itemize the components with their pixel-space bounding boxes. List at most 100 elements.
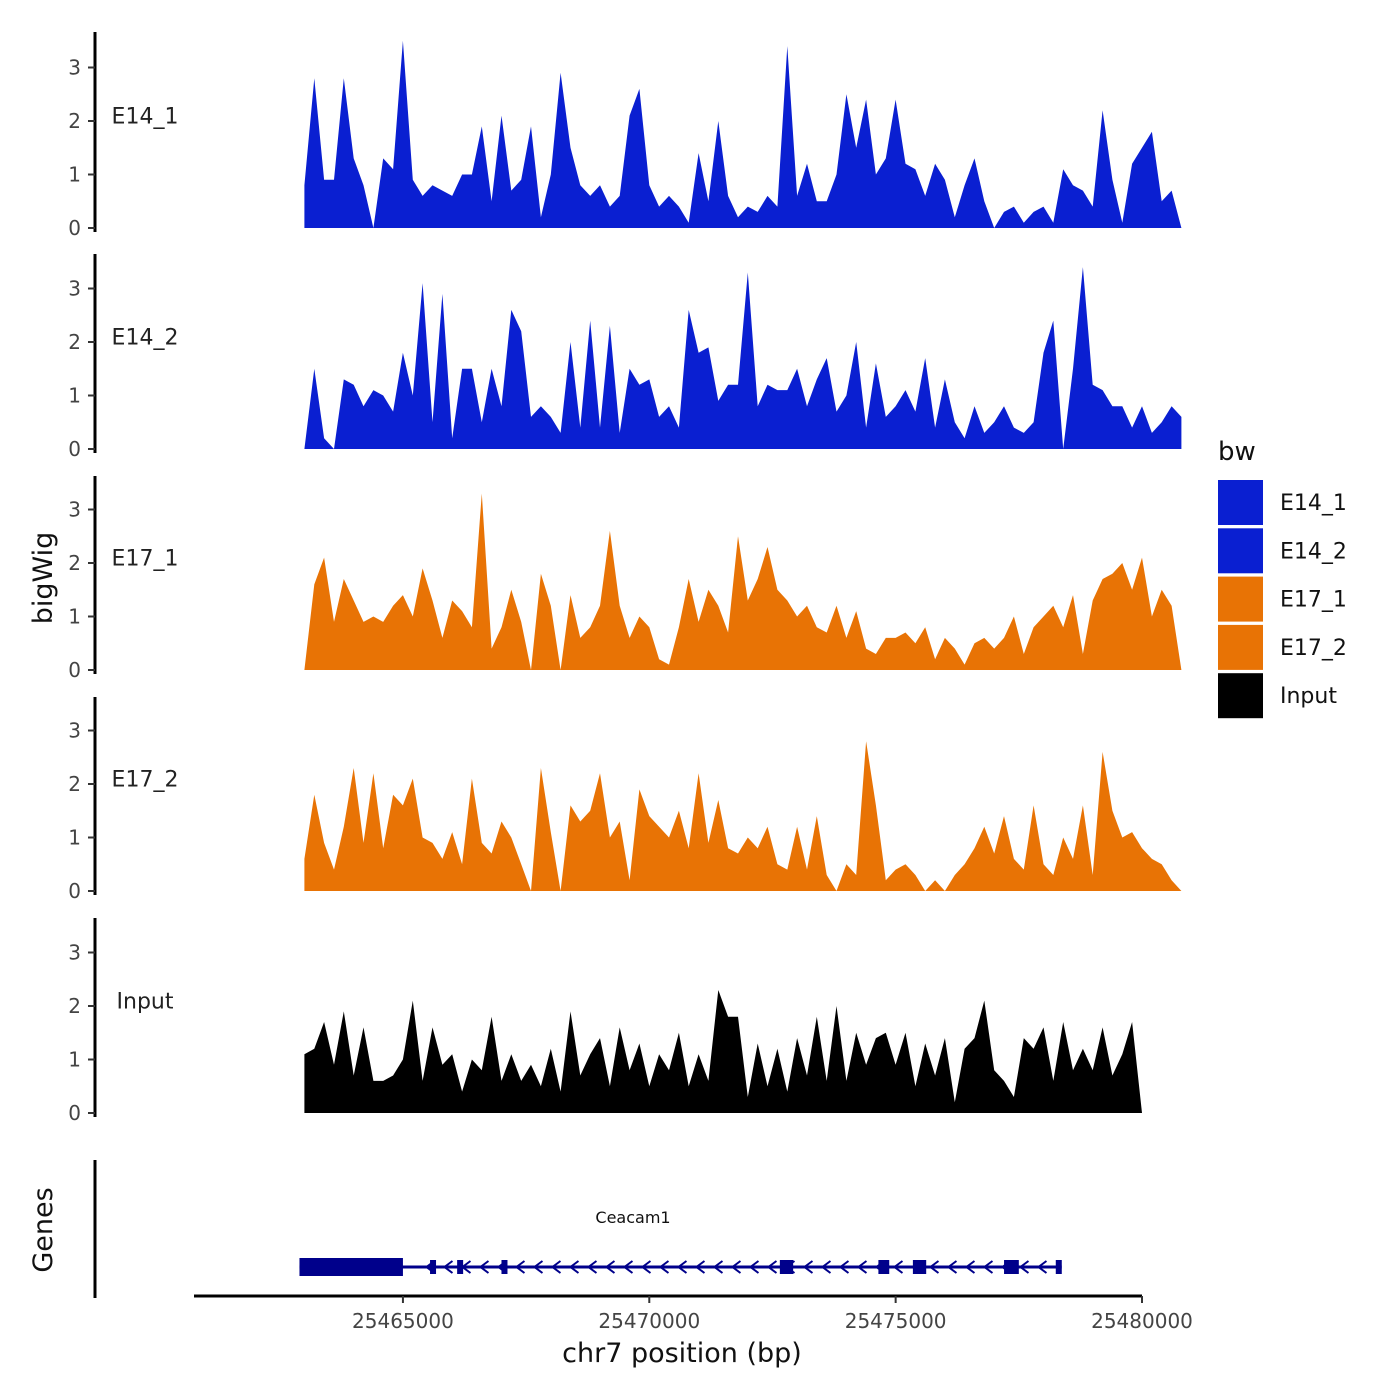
- gene-panel-title: Genes: [28, 1187, 59, 1272]
- y-axis-title: bigWig: [28, 532, 59, 625]
- strand-arrow: [568, 1260, 580, 1274]
- legend-swatch: [1218, 624, 1263, 670]
- legend-entry-Input: Input: [1218, 673, 1337, 719]
- legend-entry-E14_1: E14_1: [1218, 480, 1347, 525]
- legend-entry-E17_2: E17_2: [1218, 624, 1347, 670]
- strand-arrow: [694, 1260, 706, 1274]
- strand-arrow: [676, 1260, 688, 1274]
- exon: [299, 1258, 403, 1276]
- legend-label: E14_1: [1280, 491, 1347, 516]
- legend-swatch: [1218, 673, 1263, 719]
- track-label: E14_2: [112, 326, 179, 351]
- y-tick-label: 0: [68, 1101, 81, 1125]
- strand-arrow: [892, 1260, 904, 1274]
- y-tick-label: 3: [68, 277, 81, 301]
- legend-label: Input: [1280, 684, 1337, 709]
- strand-arrow: [640, 1260, 652, 1274]
- x-axis: 25465000 25470000 25475000 25480000: [194, 1294, 1193, 1333]
- legend-swatch: [1218, 576, 1263, 622]
- exon: [1055, 1260, 1062, 1274]
- strand-arrow: [550, 1260, 562, 1274]
- y-tick-label: 3: [68, 719, 81, 743]
- exon: [1004, 1260, 1019, 1274]
- x-tick-label: 25465000: [352, 1309, 454, 1333]
- y-tick-label: 2: [68, 994, 81, 1018]
- legend-label: E17_2: [1280, 636, 1347, 661]
- signal-area-E17_2: [304, 741, 1182, 891]
- signal-area-E14_2: [304, 267, 1182, 449]
- exon: [457, 1260, 464, 1274]
- track-E14_2: 0 1 2 3 E14_2: [68, 254, 1182, 461]
- exon: [912, 1260, 927, 1274]
- strand-arrow: [730, 1260, 742, 1274]
- exon: [878, 1260, 890, 1274]
- y-tick-label: 0: [68, 437, 81, 461]
- y-tick-label: 0: [68, 658, 81, 682]
- gene-label: Ceacam1: [595, 1208, 670, 1227]
- y-tick-label: 0: [68, 216, 81, 240]
- strand-arrow: [712, 1260, 724, 1274]
- y-tick-label: 1: [68, 605, 81, 629]
- exon: [779, 1260, 794, 1274]
- y-tick-label: 0: [68, 879, 81, 903]
- signal-area-E17_1: [304, 493, 1182, 670]
- y-tick-label: 1: [68, 826, 81, 850]
- y-tick-label: 3: [68, 56, 81, 80]
- strand-arrow: [622, 1260, 634, 1274]
- strand-arrow: [1018, 1260, 1030, 1274]
- y-tick-label: 3: [68, 941, 81, 965]
- strand-arrow: [946, 1260, 958, 1274]
- legend-label: E14_2: [1280, 539, 1347, 564]
- strand-arrow: [604, 1260, 616, 1274]
- track-label: E17_1: [112, 547, 179, 572]
- strand-arrow: [820, 1260, 832, 1274]
- legend-entry-E17_1: E17_1: [1218, 576, 1347, 622]
- legend-entries: E14_1 E14_2 E17_1 E17_2 Input: [1218, 480, 1347, 719]
- track-E17_1: 0 1 2 3 E17_1: [68, 476, 1182, 682]
- track-E14_1: 0 1 2 3 E14_1: [68, 32, 1182, 240]
- y-tick-label: 1: [68, 384, 81, 408]
- strand-arrow: [802, 1260, 814, 1274]
- legend-swatch: [1218, 528, 1263, 574]
- strand-arrow: [658, 1260, 670, 1274]
- y-tick-label: 1: [68, 1048, 81, 1072]
- legend-label: E17_1: [1280, 588, 1347, 613]
- strand-arrow: [1036, 1260, 1048, 1274]
- x-tick-label: 25470000: [598, 1309, 700, 1333]
- y-tick-label: 2: [68, 109, 81, 133]
- y-tick-label: 2: [68, 551, 81, 575]
- x-tick-label: 25480000: [1091, 1309, 1193, 1333]
- legend-entry-E14_2: E14_2: [1218, 528, 1347, 574]
- strand-arrow: [766, 1260, 778, 1274]
- legend-title: bw: [1218, 437, 1256, 467]
- strand-arrow: [748, 1260, 760, 1274]
- track-label: Input: [117, 990, 174, 1015]
- strand-arrow: [442, 1260, 454, 1274]
- gene-Ceacam1: Ceacam1: [299, 1208, 1062, 1276]
- tracks-group: 0 1 2 3 E14_1 0 1 2 3 E14_2 0 1 2 3 E17_1 0 1 2 3 E17_2 0 1 2 3…: [68, 32, 1182, 1125]
- strand-arrow: [514, 1260, 526, 1274]
- track-Input: 0 1 2 3 Input: [68, 918, 1182, 1125]
- strand-arrow: [838, 1260, 850, 1274]
- y-tick-label: 3: [68, 498, 81, 522]
- legend-swatch: [1218, 480, 1263, 525]
- strand-arrow: [964, 1260, 976, 1274]
- gene-panel: Ceacam1: [93, 1160, 1062, 1298]
- signal-area-Input: [304, 990, 1182, 1113]
- signal-area-E14_1: [304, 40, 1182, 228]
- strand-arrow: [532, 1260, 544, 1274]
- y-tick-label: 1: [68, 163, 81, 187]
- track-E17_2: 0 1 2 3 E17_2: [68, 697, 1182, 903]
- strand-arrow: [478, 1260, 490, 1274]
- legend: bw E14_1 E14_2 E17_1 E17_2 Input: [1218, 437, 1347, 719]
- strand-arrow: [982, 1260, 994, 1274]
- y-tick-label: 2: [68, 772, 81, 796]
- strand-arrow: [928, 1260, 940, 1274]
- exon: [501, 1260, 508, 1274]
- strand-arrow: [586, 1260, 598, 1274]
- y-tick-label: 2: [68, 330, 81, 354]
- track-label: E17_2: [112, 768, 179, 793]
- x-axis-title: chr7 position (bp): [562, 1338, 802, 1369]
